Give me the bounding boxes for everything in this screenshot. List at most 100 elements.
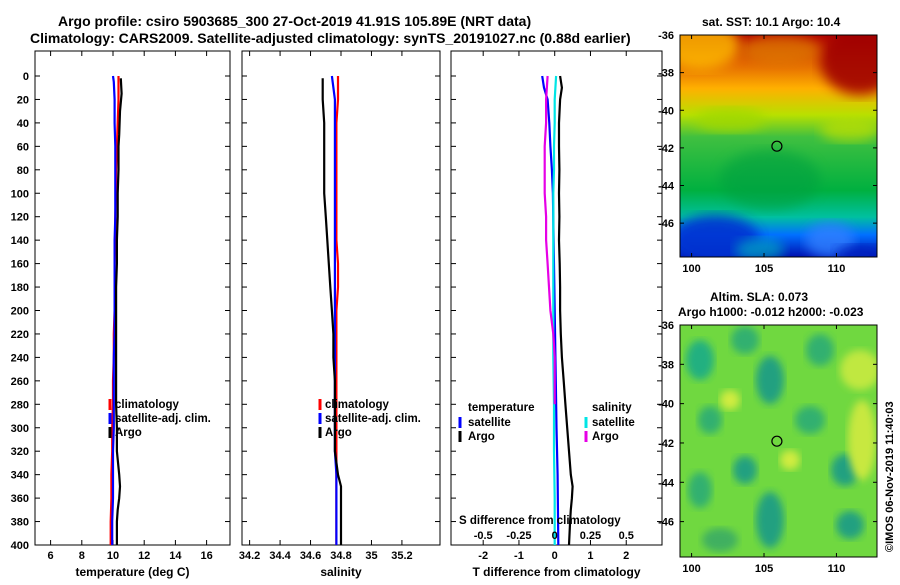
map-y-tick-label: -46: [658, 517, 674, 529]
map-y-tick-label: -36: [658, 320, 674, 332]
x-tick-label: 2: [623, 550, 629, 562]
x-tick-label: 0: [552, 550, 558, 562]
s-tick-label: -0.25: [506, 530, 531, 542]
legend-label: climatology: [325, 399, 390, 411]
panel-frame: [241, 50, 441, 546]
series-line-argo: [321, 78, 343, 545]
sst-map-ticks: 100 105 110 -36 -38 -40 -42 -44 -46: [658, 30, 877, 275]
legend-label: Argo: [115, 427, 142, 439]
sla-map-frame: [679, 324, 878, 558]
x-tick-label: -2: [478, 550, 488, 562]
map-x-tick-label: 100: [682, 263, 700, 275]
y-tick-label: 200: [11, 306, 29, 318]
y-tick-label: 20: [17, 94, 29, 106]
x-tick-label: 34.8: [330, 550, 351, 562]
s-tick-label: 0.5: [619, 530, 634, 542]
map-x-tick-label: 105: [755, 263, 773, 275]
x-tick-label: 1: [587, 550, 593, 562]
x-tick-label: 35.2: [391, 550, 412, 562]
y-tick-label: 140: [11, 235, 29, 247]
x-tick-label: 14: [169, 550, 182, 562]
sst-map-frame: [679, 34, 878, 258]
map-x-tick-label: 100: [682, 563, 700, 575]
s-tick-label: 0: [552, 530, 558, 542]
map-y-tick-label: -44: [658, 181, 675, 193]
y-tick-label: 160: [11, 259, 29, 271]
timestamp: ©IMOS 06-Nov-2019 11:40:03: [884, 401, 896, 552]
y-tick-label: 220: [11, 329, 29, 341]
panel-salinity: 34.2 34.4 34.6 34.8 35 35.2 salinity climatolog…: [239, 50, 441, 579]
y-tick-label: 320: [11, 446, 29, 458]
sla-map-subtitle: Argo h1000: -0.012 h2000: -0.023: [678, 305, 864, 319]
y-tick-label: 280: [11, 399, 29, 411]
x-tick-label: 12: [138, 550, 150, 562]
legend-salinity-title: salinity: [592, 402, 632, 414]
y-tick-label: 40: [17, 118, 29, 130]
y-tick-label: 240: [11, 352, 29, 364]
map-x-tick-label: 110: [828, 263, 846, 275]
map-y-tick-label: -40: [658, 399, 674, 411]
x-tick-label: 6: [48, 550, 54, 562]
map-y-tick-label: -42: [658, 438, 674, 450]
legend-label: Argo: [325, 427, 352, 439]
map-y-tick-label: -40: [658, 105, 674, 117]
panel-difference: -2 -1 0 1 2 T difference from climatology temp…: [450, 50, 663, 579]
panel-frame: [34, 50, 231, 546]
title-line-1: Argo profile: csiro 5903685_300 27-Oct-2…: [58, 13, 531, 29]
map-y-tick-label: -42: [658, 143, 674, 155]
map-y-tick-label: -44: [658, 477, 675, 489]
panel-frame: [450, 50, 663, 546]
y-tick-label: 180: [11, 282, 29, 294]
legend-label: satellite-adj. clim.: [325, 413, 421, 425]
map-y-tick-label: -36: [658, 30, 674, 42]
y-tick-label: 120: [11, 212, 29, 224]
x-tick-label: 8: [79, 550, 85, 562]
y-tick-label: 100: [11, 188, 29, 200]
panel-temperature: 0 20 40 60 80 100 120 140 160 180 200 220 240 260 280 3…: [11, 50, 231, 579]
x-tick-label: 10: [107, 550, 119, 562]
sst-argo-marker: [771, 140, 783, 152]
x-axis-label: salinity: [320, 565, 362, 579]
legend-label: satellite: [592, 417, 635, 429]
legend-temperature-title: temperature: [468, 402, 534, 414]
legend-label: Argo: [468, 431, 495, 443]
y-tick-label: 380: [11, 517, 29, 529]
y-tick-label: 300: [11, 423, 29, 435]
x-tick-label: 34.6: [300, 550, 321, 562]
y-tick-label: 340: [11, 470, 29, 482]
title-line-2: Climatology: CARS2009. Satellite-adjuste…: [30, 30, 631, 46]
map-x-tick-label: 110: [828, 563, 846, 575]
series-line-s-satellite: [552, 75, 558, 545]
x-axis-label: temperature (deg C): [75, 565, 189, 579]
sla-map-field: [680, 325, 877, 557]
sla-map-ticks: 100 105 110 -36 -38 -40 -42 -44 -46: [658, 320, 877, 575]
y-tick-label: 80: [17, 165, 29, 177]
x-tick-label: 35: [365, 550, 377, 562]
y-tick-label: 400: [11, 540, 29, 552]
sst-map: sat. SST: 10.1 Argo: 10.4 100 105 110 -36 -3…: [658, 15, 878, 275]
legend-label: satellite: [468, 417, 511, 429]
sla-map-title: Altim. SLA: 0.073: [710, 290, 808, 304]
map-y-tick-label: -38: [658, 359, 674, 371]
s-axis-label: S difference from climatology: [459, 515, 621, 527]
s-tick-label: -0.5: [474, 530, 493, 542]
map-y-tick-label: -38: [658, 68, 674, 80]
y-tick-label: 0: [23, 71, 29, 83]
map-y-tick-label: -46: [658, 218, 674, 230]
sla-map: Altim. SLA: 0.073 Argo h1000: -0.012 h20…: [658, 290, 878, 575]
legend-label: Argo: [592, 431, 619, 443]
series-line-t-argo: [557, 75, 574, 546]
legend-label: satellite-adj. clim.: [115, 413, 211, 425]
map-x-tick-label: 105: [755, 563, 773, 575]
series-line-s-argo: [543, 75, 556, 405]
s-tick-label: 0.25: [580, 530, 601, 542]
sla-argo-marker: [771, 435, 783, 447]
x-tick-label: 34.4: [269, 550, 291, 562]
y-tick-label: 260: [11, 376, 29, 388]
y-tick-label: 60: [17, 141, 29, 153]
series-line-argo: [114, 78, 123, 545]
legend-label: climatology: [115, 399, 180, 411]
y-tick-label: 360: [11, 493, 29, 505]
